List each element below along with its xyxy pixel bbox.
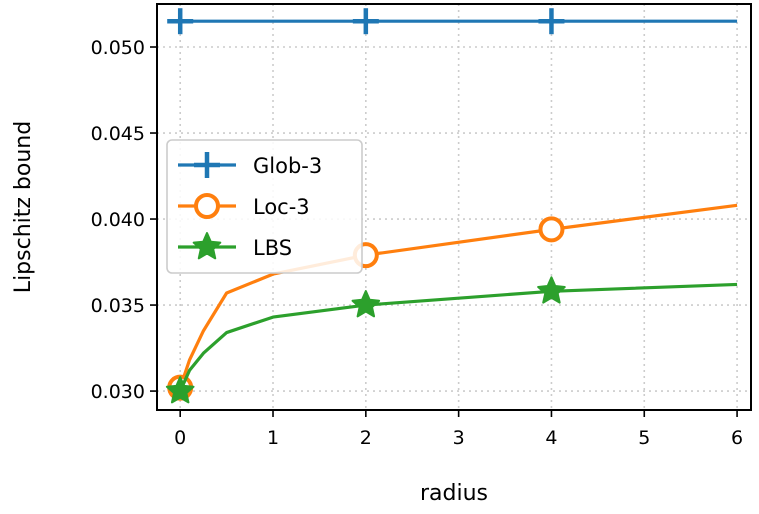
x-tick-label: 6 xyxy=(731,427,743,449)
x-tick-label: 1 xyxy=(267,427,279,449)
legend-label: Glob-3 xyxy=(253,154,322,178)
y-tick-label: 0.050 xyxy=(91,37,145,59)
data-point-glob-3 xyxy=(167,8,194,35)
x-tick-label: 3 xyxy=(453,427,465,449)
legend: Glob-3 Loc-3 LBS xyxy=(166,139,363,274)
ticks-layer: 0 1 2 3 4 5 6 0.030 0.035 0.040 0.045 0.050 xyxy=(91,37,744,449)
series-line-loc-3 xyxy=(178,203,738,389)
legend-entry: Glob-3 xyxy=(178,152,322,178)
data-point-lbs xyxy=(165,376,195,404)
data-point-glob-3 xyxy=(538,8,565,35)
legend-label: LBS xyxy=(253,236,292,260)
grid-layer xyxy=(157,4,751,410)
x-axis-label: radius xyxy=(420,481,488,506)
legend-entry: Loc-3 xyxy=(178,193,310,219)
y-tick-label: 0.040 xyxy=(91,209,145,231)
legend-label: Loc-3 xyxy=(253,195,310,219)
x-tick-label: 4 xyxy=(545,427,557,449)
series-line-lbs xyxy=(178,282,738,392)
legend-marker xyxy=(194,152,220,178)
legend-marker xyxy=(192,232,222,260)
plot-frame xyxy=(156,3,752,411)
y-tick-label: 0.035 xyxy=(91,295,145,317)
data-point-lbs xyxy=(537,276,566,304)
data-point-loc-3 xyxy=(538,216,565,243)
x-tick-label: 5 xyxy=(638,427,650,449)
legend-entry: LBS xyxy=(178,232,292,260)
y-axis-label: Lipschitz bound xyxy=(11,121,36,293)
y-tick-label: 0.045 xyxy=(91,123,145,145)
x-tick-label: 2 xyxy=(360,427,372,449)
x-tick-label: 0 xyxy=(174,427,186,449)
data-point-glob-3 xyxy=(352,8,379,35)
y-tick-label: 0.030 xyxy=(91,381,145,403)
legend-marker xyxy=(194,193,220,219)
data-point-lbs xyxy=(351,290,381,318)
legend-box xyxy=(166,139,363,274)
